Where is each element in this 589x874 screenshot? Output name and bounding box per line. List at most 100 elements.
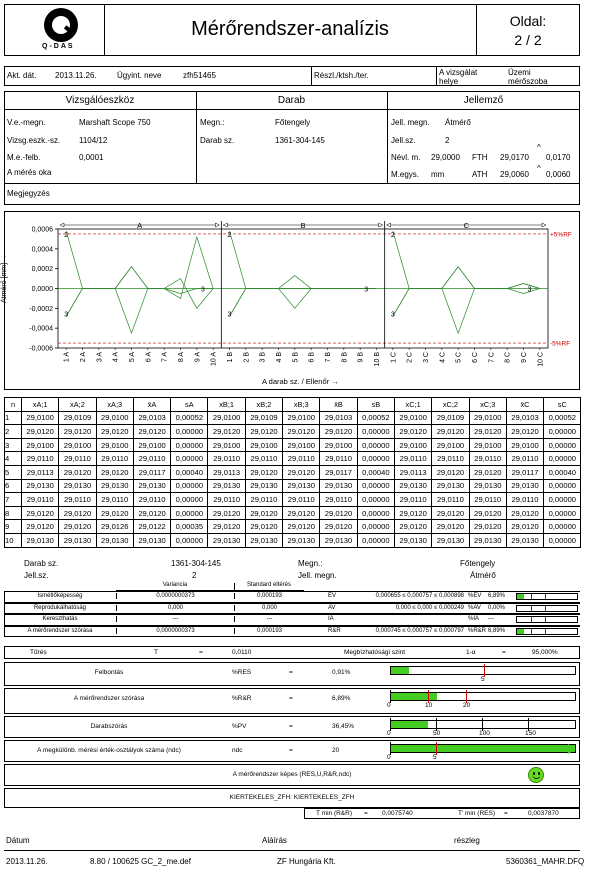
- ath-label: ATH: [472, 170, 488, 179]
- res-megn-label: Megn.:: [298, 559, 323, 568]
- nevl-m-label: Névl. m.: [391, 153, 421, 162]
- table-cell: 0,00040: [356, 464, 395, 480]
- results-col-std: Standard eltérés: [246, 582, 292, 588]
- table-cell: 29,0130: [282, 478, 321, 494]
- header-box: [4, 4, 580, 56]
- table-row: 7 29,0110 29,0110 29,0110 29,0110 0,00000 29,0…: [4, 492, 582, 507]
- line-chart: 0,0006 0,0004 0,0002 0,0000 -0,0002 -0,0004 -0…: [29, 221, 572, 367]
- results-pct: 0,00%: [488, 604, 506, 611]
- metric-tick-label: 0: [387, 730, 391, 737]
- metric-tick: [390, 718, 391, 731]
- footer-file: 5360361_MAHR.DFQ: [506, 857, 585, 866]
- table-cell: 29,0130: [319, 478, 358, 494]
- metric-tick-label: 20: [463, 702, 471, 709]
- results-name: Ismétlőképesség: [37, 593, 83, 599]
- table-header-cell: sC: [543, 397, 582, 412]
- table-cell: 29,0110: [319, 492, 358, 507]
- section-darab: Darab: [277, 95, 306, 106]
- metric-tick-label: 5: [433, 754, 437, 761]
- table-cell: 29,0120: [431, 424, 470, 439]
- metric-name: A mérőrendszer szórása: [73, 695, 145, 702]
- table-cell: 29,0120: [207, 505, 246, 521]
- res-darab-sz-value: 1361-304-145: [171, 559, 221, 568]
- vizsg-eszk-sz-value: 1104/12: [79, 136, 108, 145]
- metric-value: 6,89%: [332, 695, 351, 702]
- results-std: 0,000: [234, 604, 304, 611]
- metric-code: %R&R: [232, 695, 252, 702]
- table-cell: 29,0120: [58, 505, 97, 521]
- table-cell: 10: [4, 532, 22, 548]
- table-header-cell: x̄B: [319, 397, 358, 412]
- tmin-border: [304, 808, 580, 819]
- point-marker: 3: [64, 311, 68, 318]
- section-jellemzo: Jellemző: [463, 95, 504, 106]
- point-marker: 3: [364, 287, 368, 294]
- table-cell: 0,00000: [543, 451, 582, 466]
- res-jell-sz-label: Jell.sz.: [24, 571, 49, 580]
- metric-bar-fill: [391, 721, 428, 728]
- table-cell: 29,0110: [282, 451, 321, 466]
- table-cell: 29,0117: [505, 464, 545, 480]
- footer-datum-label: Dátum: [6, 836, 30, 845]
- x-tick-label: 7 B: [325, 352, 332, 363]
- x-tick-label: 5 C: [456, 352, 463, 363]
- results-name: Kereszthatás: [42, 616, 78, 622]
- metric-eq: =: [289, 723, 293, 730]
- chart-box: [4, 211, 580, 390]
- tures-sym: T: [154, 649, 158, 656]
- results-row-border: [4, 602, 580, 614]
- table-cell: 29,0130: [207, 478, 246, 494]
- results-std: ---: [234, 616, 304, 622]
- table-cell: 0,00000: [543, 424, 582, 439]
- table-header-cell: xC;3: [468, 397, 507, 412]
- table-cell: 0,00000: [543, 492, 582, 507]
- results-code: AV: [328, 604, 336, 611]
- metric-tick: [466, 690, 467, 703]
- table-cell: 29,0130: [282, 532, 321, 548]
- table-cell: 29,0130: [95, 532, 134, 548]
- results-row-border: [4, 625, 580, 637]
- metric-tick: [436, 718, 437, 731]
- results-var: 0,000: [116, 604, 234, 611]
- y-tick-label: -0,0004: [29, 326, 53, 333]
- metric-bar-fill: [391, 667, 410, 674]
- table-cell: 29,0110: [20, 492, 60, 507]
- results-bar-limit: [531, 617, 532, 622]
- x-tick-label: 3 C: [423, 352, 430, 363]
- table-cell: 29,0100: [282, 410, 321, 426]
- table-header-cell: xC;2: [431, 397, 470, 412]
- measurement-table: n xA;1 xA;2 xA;3 x̄A sA xB;1 xB;2 xB;3 x̄B sB xC;1 x…: [4, 397, 582, 548]
- table-cell: 29,0120: [244, 505, 284, 521]
- metric-tick: [390, 742, 391, 755]
- table-cell: 29,0130: [20, 478, 60, 494]
- meres-oka-label: A mérés oka: [7, 168, 52, 177]
- x-tick-label: 6 B: [309, 352, 316, 363]
- results-row-border: [4, 591, 580, 603]
- table-cell: 0,00000: [170, 505, 209, 521]
- table-cell: 29,0110: [431, 492, 470, 507]
- results-head-vline: [234, 583, 235, 590]
- table-cell: 0,00000: [356, 424, 395, 439]
- table-cell: 6: [4, 478, 22, 494]
- results-name: Reprodukálhatóság: [33, 604, 87, 611]
- ugyint-label: Ügyint. neve: [117, 71, 162, 80]
- group-label: B: [300, 221, 305, 230]
- table-cell: 29,0100: [431, 437, 470, 453]
- table-cell: 29,0130: [393, 532, 433, 548]
- ref-lower-label: -5%RF: [550, 341, 570, 348]
- table-cell: 29,0100: [20, 410, 60, 426]
- table-cell: 0,00040: [170, 464, 209, 480]
- tures-label: Tűrés: [30, 649, 47, 656]
- x-tick-label: 7 A: [162, 352, 169, 362]
- table-cell: 0,00000: [543, 532, 582, 548]
- table-cell: 29,0120: [207, 519, 246, 534]
- table-cell: 29,0130: [95, 478, 134, 494]
- metric-bar-fill: [391, 745, 575, 752]
- results-var: 0,0000000373: [116, 627, 234, 634]
- results-pct: ---: [488, 616, 494, 622]
- x-tick-label: 9 A: [194, 352, 201, 362]
- x-tick-label: 6 A: [145, 352, 152, 362]
- results-head-line: [116, 590, 304, 591]
- ath-caret-icon: ^: [537, 164, 541, 173]
- table-cell: 29,0110: [468, 451, 507, 466]
